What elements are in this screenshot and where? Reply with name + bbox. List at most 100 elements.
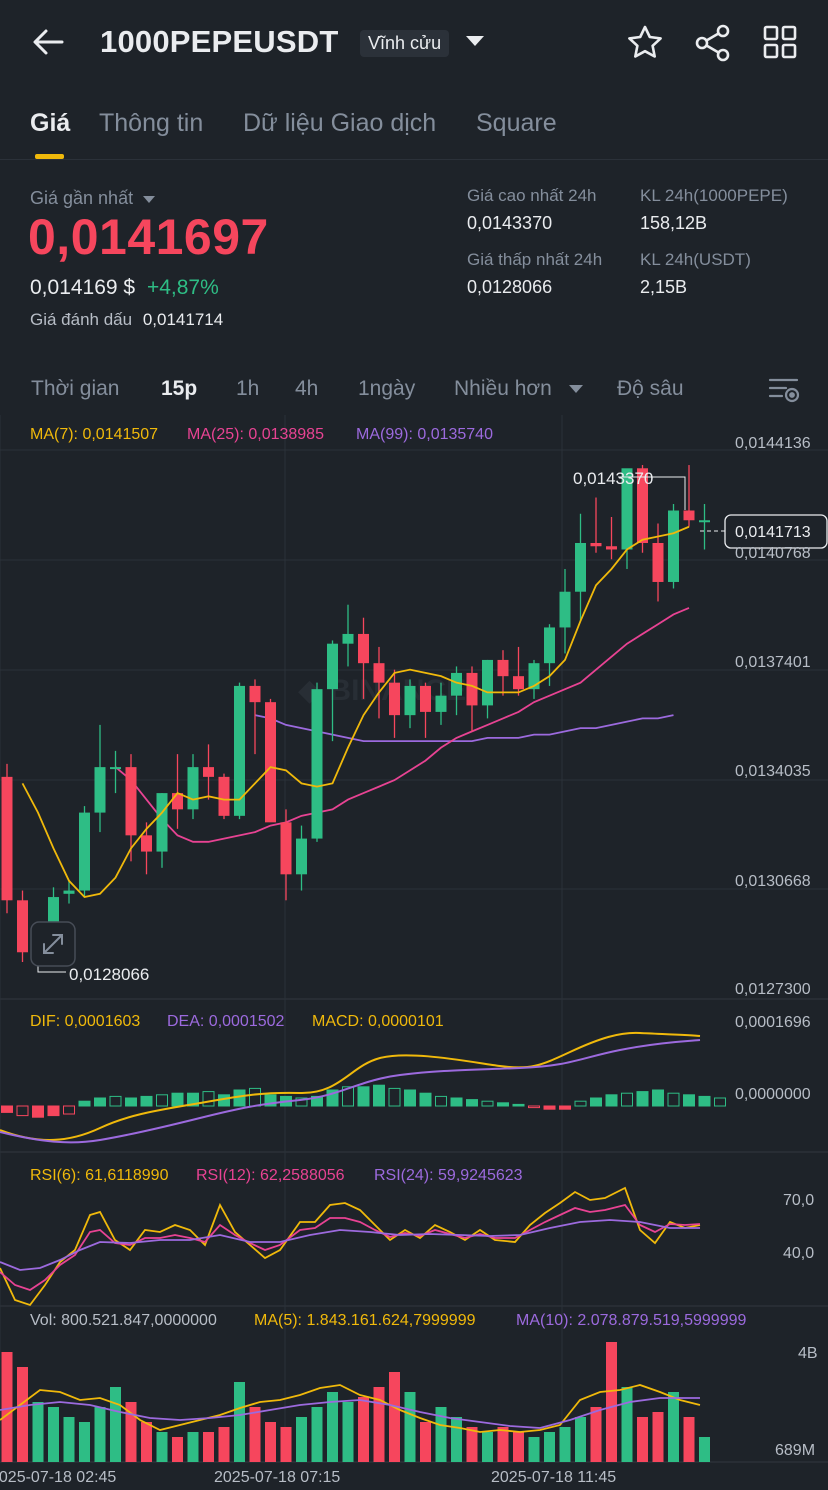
candle-body: [668, 510, 679, 582]
high-marker-label: 0,0143370: [573, 469, 653, 488]
vol-quote-label: KL 24h(USDT): [640, 250, 751, 269]
volume-bar: [683, 1417, 695, 1462]
macd-bar: [125, 1097, 137, 1107]
tf-depth[interactable]: Độ sâu: [617, 377, 684, 400]
macd-bar: [512, 1103, 525, 1107]
vol-base-label: KL 24h(1000PEPE): [640, 186, 788, 205]
last-price: 0,0141697: [28, 209, 269, 265]
star-icon[interactable]: [626, 24, 664, 67]
candle-body: [280, 822, 292, 875]
macd-bar: [140, 1095, 153, 1107]
candle-body: [358, 633, 369, 664]
volume-bar: [234, 1382, 245, 1462]
rsi24-line: [0, 1219, 700, 1271]
vol-ma10-line: [0, 1397, 700, 1429]
macd-bar: [78, 1100, 91, 1107]
candle-body: [513, 676, 524, 690]
contract-type-badge: Vĩnh cửu: [360, 30, 450, 57]
candle-body: [497, 659, 509, 677]
candle-body: [606, 546, 617, 550]
volume-bar: [513, 1432, 524, 1462]
candle-body: [265, 702, 276, 823]
mark-price-label: Giá đánh dấu: [30, 310, 133, 329]
active-tab-indicator: [35, 154, 64, 159]
current-price-tag-box: [724, 514, 828, 549]
price-axis-label: 0,0127300: [735, 981, 811, 998]
volume-bars: [1, 1342, 710, 1462]
share-icon[interactable]: [694, 24, 732, 67]
volume-bar: [172, 1437, 183, 1462]
volume-bar: [203, 1432, 214, 1462]
macd-bar: [187, 1092, 199, 1107]
volume-bar: [249, 1407, 261, 1462]
volume-bar: [575, 1417, 586, 1462]
kline-chart[interactable]: ◆ BINANCE 0,0143370 0,0128066 0,0141713 …: [0, 415, 828, 1490]
macd-bar: [574, 1100, 587, 1107]
volume-bar: [1, 1352, 13, 1462]
volume-bar: [389, 1372, 400, 1462]
candle-body: [141, 835, 152, 852]
candle-body: [218, 776, 230, 816]
tf-15m[interactable]: 15p: [161, 377, 198, 400]
macd-bar: [326, 1089, 339, 1107]
back-arrow-icon[interactable]: [30, 24, 70, 60]
candle-body: [342, 633, 354, 644]
expand-chart-icon[interactable]: [30, 921, 76, 967]
macd-bar: [435, 1095, 447, 1107]
candle-body: [1, 776, 13, 901]
ma7-line: [21, 525, 690, 899]
tab-trading-data[interactable]: Dữ liệu Giao dịch: [243, 109, 437, 137]
symbol-dropdown-icon[interactable]: [464, 32, 486, 55]
vol-axis-label: 689M: [775, 1442, 815, 1459]
volume-bar: [218, 1427, 230, 1462]
low-24h: 0,0128066: [467, 277, 553, 297]
low-marker-label: 0,0128066: [69, 965, 149, 984]
tf-time[interactable]: Thời gian: [31, 377, 120, 400]
volume-bar: [559, 1427, 571, 1462]
macd-bar: [667, 1092, 680, 1107]
tf-1d[interactable]: 1ngày: [358, 377, 416, 400]
volume-bar: [94, 1407, 106, 1462]
volume-bar: [637, 1417, 648, 1462]
tab-square[interactable]: Square: [476, 109, 557, 137]
tf-4h[interactable]: 4h: [295, 377, 319, 400]
macd-bar: [109, 1095, 122, 1107]
candle-body: [482, 659, 493, 706]
tf-more[interactable]: Nhiều hơn: [454, 377, 584, 401]
tf-1h[interactable]: 1h: [236, 377, 260, 400]
time-axis-label: 2025-07-18 07:15: [214, 1469, 340, 1486]
macd-dea-legend: DEA: 0,0001502: [167, 1013, 285, 1030]
price-axis-label: 0,0130668: [735, 873, 811, 890]
price-axis-label: 0,0137401: [735, 654, 811, 671]
volume-bar: [156, 1432, 168, 1462]
vol-ma5-legend: MA(5): 1.843.161.624,7999999: [254, 1312, 476, 1329]
volume-bar: [668, 1392, 679, 1462]
macd-bar: [264, 1094, 277, 1107]
high-marker-line: [618, 476, 686, 510]
macd-bar: [590, 1097, 602, 1107]
tab-price[interactable]: Giá: [30, 109, 71, 137]
macd-bar: [528, 1105, 540, 1109]
chart-settings-icon[interactable]: [768, 376, 800, 409]
candle-body: [373, 663, 385, 683]
ma99-line: [254, 714, 674, 743]
vol-axis-label: 4B: [798, 1345, 818, 1362]
tab-info[interactable]: Thông tin: [99, 109, 204, 137]
macd-bar: [636, 1091, 649, 1107]
volume-bar: [652, 1412, 664, 1462]
rsi-axis-label: 70,0: [783, 1192, 814, 1209]
last-price-label[interactable]: Giá gần nhất: [30, 188, 156, 209]
price-axis-label: 0,0144136: [735, 435, 811, 452]
volume-bar: [79, 1422, 90, 1462]
ma25-line: [114, 607, 690, 843]
volume-bar: [544, 1432, 555, 1462]
candle-body: [79, 812, 90, 891]
candle-body: [172, 793, 183, 810]
mark-price: 0,0141714: [142, 310, 224, 329]
macd-bar: [1, 1105, 13, 1113]
macd-bar: [404, 1089, 416, 1107]
volume-bar: [141, 1422, 152, 1462]
symbol-title[interactable]: 1000PEPEUSDT: [100, 24, 339, 59]
grid-menu-icon[interactable]: [762, 24, 798, 65]
macd-value-legend: MACD: 0,0000101: [312, 1013, 444, 1030]
